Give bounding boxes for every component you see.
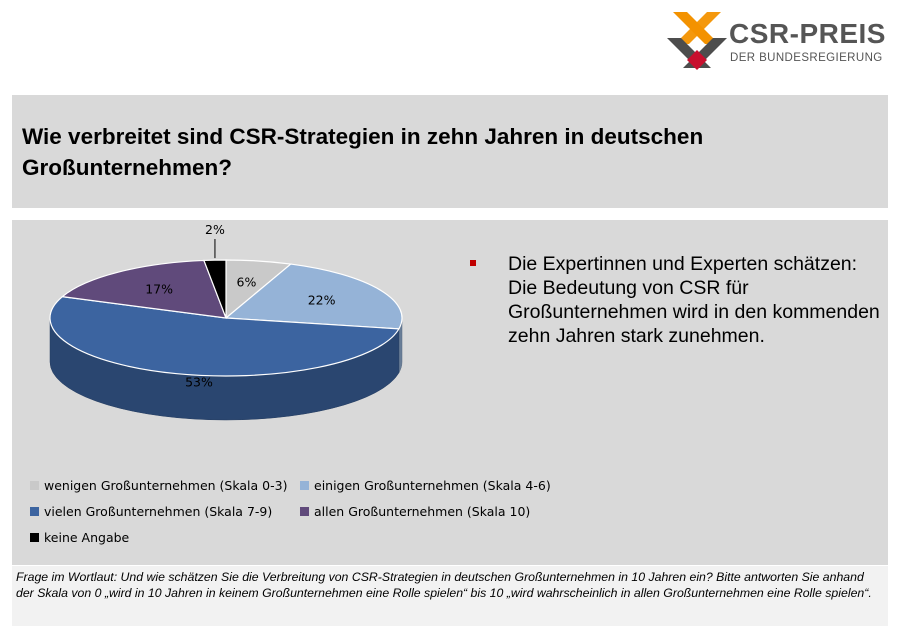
- csr-preis-logo: CSR-PREIS DER BUNDESREGIERUNG: [667, 10, 892, 76]
- logo-title: CSR-PREIS: [729, 18, 886, 49]
- title-panel: Wie verbreitet sind CSR-Strategien in ze…: [12, 95, 888, 208]
- pie-data-label-4: 2%: [205, 222, 225, 237]
- pie-slice-1: [224, 263, 403, 330]
- legend-swatch: [300, 507, 309, 516]
- pie-data-label-2: 53%: [185, 375, 213, 390]
- legend-label: vielen Großunternehmen (Skala 7-9): [44, 504, 273, 519]
- footer-panel: Frage im Wortlaut: Und wie schätzen Sie …: [12, 566, 888, 626]
- pie-slice-2: [49, 296, 400, 377]
- bullet-marker-icon: [470, 260, 476, 266]
- legend-label: wenigen Großunternehmen (Skala 0-3): [44, 478, 288, 493]
- chart-panel: 6% 22% 53% 17% 2% Die Expertinnen und Expert…: [12, 220, 888, 565]
- pie-chart: 6% 22% 53% 17% 2%: [49, 222, 403, 421]
- legend-swatch: [30, 481, 39, 490]
- question-wording: Frage im Wortlaut: Und wie schätzen Sie …: [16, 570, 872, 600]
- pie-slice-4: [203, 259, 227, 319]
- pie-data-label-1: 22%: [308, 293, 336, 308]
- csr-preis-logo-mark-icon: [667, 12, 727, 70]
- page-title: Wie verbreitet sind CSR-Strategien in ze…: [22, 124, 704, 180]
- legend-swatch: [30, 507, 39, 516]
- legend-label: keine Angabe: [44, 530, 130, 545]
- legend-swatch: [300, 481, 309, 490]
- logo-subtitle: DER BUNDESREGIERUNG: [730, 52, 883, 64]
- pie-slice-3: [60, 259, 227, 319]
- pie-data-label-0: 6%: [237, 275, 257, 290]
- pie-data-label-3: 17%: [145, 282, 173, 297]
- key-finding-text: Die Expertinnen und Experten schätzen: D…: [508, 253, 880, 347]
- legend-swatch: [30, 533, 39, 542]
- legend-label: einigen Großunternehmen (Skala 4-6): [314, 478, 551, 493]
- legend-label: allen Großunternehmen (Skala 10): [314, 504, 531, 519]
